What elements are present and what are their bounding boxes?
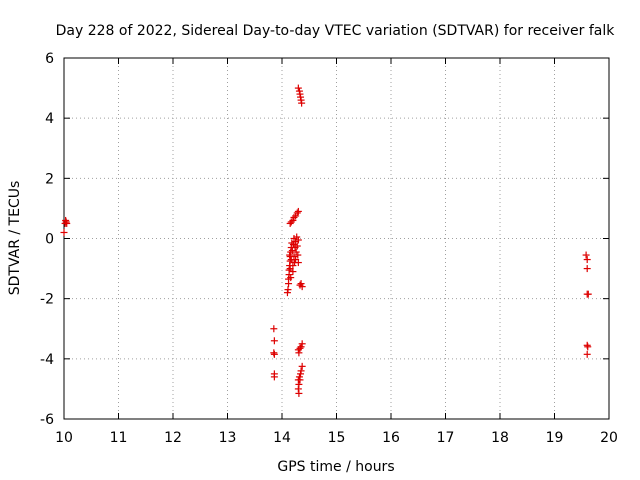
data-point xyxy=(298,99,306,107)
y-tick-label: -4 xyxy=(40,352,54,368)
data-point xyxy=(287,274,295,282)
x-tick-label: 12 xyxy=(164,430,182,446)
data-point xyxy=(583,256,591,264)
x-tick-label: 13 xyxy=(219,430,237,446)
data-point xyxy=(293,233,301,241)
data-point xyxy=(293,242,301,250)
x-tick-label: 14 xyxy=(273,430,291,446)
data-point xyxy=(270,373,278,381)
data-point xyxy=(286,251,294,259)
data-points xyxy=(60,84,592,397)
data-point xyxy=(297,280,305,288)
x-tick-label: 18 xyxy=(491,430,509,446)
data-point xyxy=(288,239,296,247)
data-point xyxy=(298,340,306,348)
data-point xyxy=(584,290,592,298)
x-tick-label: 19 xyxy=(546,430,564,446)
data-point xyxy=(270,337,278,345)
data-point xyxy=(583,350,591,358)
data-point xyxy=(296,344,304,352)
data-point xyxy=(295,349,303,357)
y-tick-label: 6 xyxy=(45,51,54,67)
data-point xyxy=(584,343,592,351)
data-point xyxy=(292,212,300,220)
y-tick-label: 4 xyxy=(45,111,54,127)
data-point xyxy=(582,251,590,259)
x-tick-label: 20 xyxy=(600,430,618,446)
data-point xyxy=(289,216,297,224)
data-point xyxy=(297,367,305,375)
data-point xyxy=(60,228,68,236)
x-tick-label: 15 xyxy=(328,430,346,446)
x-axis-label: GPS time / hours xyxy=(277,459,394,475)
grid-lines xyxy=(64,58,609,419)
data-point xyxy=(297,343,305,351)
data-point xyxy=(294,251,302,259)
chart-title: Day 228 of 2022, Sidereal Day-to-day VTE… xyxy=(56,23,616,39)
data-point xyxy=(293,209,301,217)
y-tick-label: -2 xyxy=(40,292,54,308)
data-point xyxy=(294,259,302,267)
x-tick-label: 10 xyxy=(55,430,73,446)
data-point xyxy=(287,218,295,226)
data-point xyxy=(289,262,297,270)
y-axis-label: SDTVAR / TECUs xyxy=(7,181,23,296)
data-point xyxy=(295,389,303,397)
y-tick-label: 2 xyxy=(45,171,54,187)
data-point xyxy=(294,84,302,92)
data-point xyxy=(298,283,306,291)
data-point xyxy=(294,207,302,215)
data-point xyxy=(294,236,302,244)
data-point xyxy=(296,376,304,384)
x-tick-label: 16 xyxy=(382,430,400,446)
data-point xyxy=(289,268,297,276)
axis-ticks: 10 11 12 13 14 15 16 17 18 19 20 -6 -4 -2 0 2 4 6 xyxy=(40,51,618,446)
data-point xyxy=(284,286,292,294)
data-point xyxy=(298,362,306,370)
y-tick-label: -6 xyxy=(40,412,54,428)
data-point xyxy=(270,325,278,333)
data-point xyxy=(63,219,71,227)
data-point xyxy=(270,350,278,358)
data-point xyxy=(290,253,298,261)
data-point xyxy=(292,248,300,256)
x-tick-label: 17 xyxy=(437,430,455,446)
data-point xyxy=(290,213,298,221)
y-tick-label: 0 xyxy=(45,232,54,248)
data-point xyxy=(583,265,591,273)
x-tick-label: 11 xyxy=(110,430,128,446)
